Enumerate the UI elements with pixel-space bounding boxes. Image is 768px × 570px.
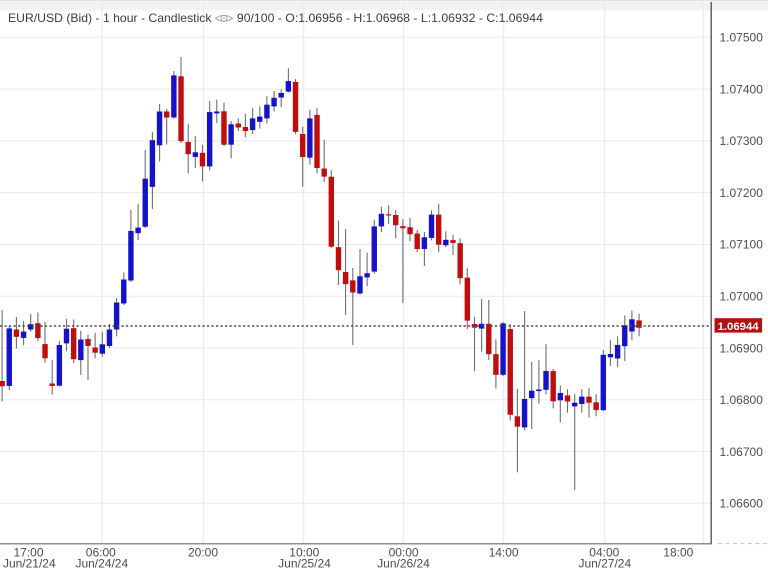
svg-text:1.07000: 1.07000: [720, 290, 764, 304]
svg-text:EUR/USD (Bid) - 1 hour - Candl: EUR/USD (Bid) - 1 hour - Candlestick: [8, 11, 213, 25]
svg-text:1.07400: 1.07400: [720, 82, 764, 96]
svg-text:1.06900: 1.06900: [720, 341, 764, 355]
svg-text:06:00: 06:00: [86, 546, 116, 560]
svg-text:1.06944: 1.06944: [718, 321, 760, 333]
svg-text:Jun/25/24: Jun/25/24: [278, 557, 331, 570]
svg-text:1.07100: 1.07100: [720, 238, 764, 252]
svg-text:1.06700: 1.06700: [720, 445, 764, 459]
svg-text:1.06600: 1.06600: [720, 497, 764, 511]
svg-text:Jun/27/24: Jun/27/24: [578, 557, 631, 570]
svg-text:Jun/21/24: Jun/21/24: [3, 557, 56, 570]
svg-text:18:00: 18:00: [663, 546, 693, 560]
svg-text:Jun/26/24: Jun/26/24: [377, 557, 430, 570]
svg-text:04:00: 04:00: [589, 546, 619, 560]
svg-text:17:00: 17:00: [13, 546, 43, 560]
svg-text:10:00: 10:00: [289, 546, 319, 560]
svg-text:00:00: 00:00: [389, 546, 419, 560]
svg-text:1.07500: 1.07500: [720, 31, 764, 45]
svg-text:1.07300: 1.07300: [720, 134, 764, 148]
svg-text:20:00: 20:00: [188, 546, 218, 560]
svg-text:1.06800: 1.06800: [720, 393, 764, 407]
svg-text:14:00: 14:00: [489, 546, 519, 560]
svg-text:1.07200: 1.07200: [720, 186, 764, 200]
svg-text:Jun/24/24: Jun/24/24: [75, 557, 128, 570]
svg-text:90/100 - O:1.06956 - H:1.06968: 90/100 - O:1.06956 - H:1.06968 - L:1.069…: [237, 11, 543, 25]
